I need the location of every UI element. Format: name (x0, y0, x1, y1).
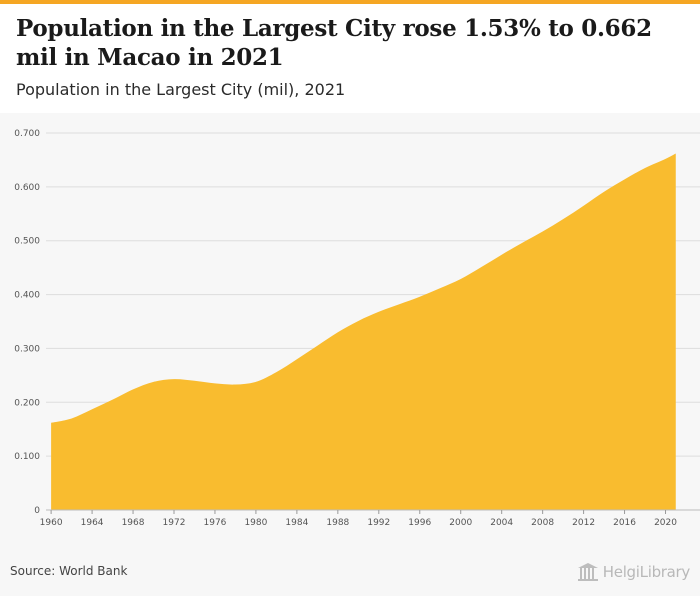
x-tick-label: 1980 (244, 518, 267, 528)
chart-header: Population in the Largest City rose 1.53… (0, 0, 700, 113)
area-series (51, 153, 676, 511)
x-tick-label: 2008 (531, 518, 554, 528)
x-tick-label: 2000 (449, 518, 472, 528)
source-text: Source: World Bank (10, 564, 128, 578)
x-tick-label: 1972 (163, 518, 186, 528)
chart-title: Population in the Largest City rose 1.53… (16, 15, 652, 71)
x-tick-label: 1996 (408, 518, 431, 528)
data-point (214, 383, 215, 384)
accent-bar (0, 0, 700, 4)
plot-area: 0 0.100 0.200 0.300 0.400 0.500 0.600 0.700 1960… (0, 113, 700, 543)
data-point (542, 231, 543, 232)
data-point (481, 267, 482, 268)
y-tick-label: 0.700 (14, 129, 40, 139)
data-point (604, 191, 605, 192)
data-point (440, 288, 441, 289)
x-tick-label: 1984 (285, 518, 308, 528)
y-tick-label: 0.600 (14, 183, 40, 193)
data-point (358, 320, 359, 321)
data-point (235, 384, 236, 385)
data-point (92, 409, 93, 410)
data-point (378, 311, 379, 312)
x-tick-label: 1988 (326, 518, 349, 528)
data-point (296, 359, 297, 360)
chart-footer: Source: World Bank HelgiLibrary (0, 543, 700, 596)
data-point (276, 372, 277, 373)
data-point (399, 304, 400, 305)
y-tick-label: 0.300 (14, 344, 40, 354)
data-point (645, 168, 646, 169)
data-point (194, 380, 195, 381)
x-tick-label: 2012 (572, 518, 595, 528)
y-tick-label: 0.500 (14, 237, 40, 247)
x-tick-label: 1964 (81, 518, 104, 528)
data-point (133, 389, 134, 390)
data-point (583, 205, 584, 206)
logo-text: HelgiLibrary (602, 563, 691, 581)
data-point (460, 278, 461, 279)
data-point (624, 179, 625, 180)
area-series-fill (51, 153, 676, 511)
library-columns-icon (577, 563, 598, 581)
data-point (501, 254, 502, 255)
x-tick-label: 2016 (613, 518, 636, 528)
helgi-library-logo: HelgiLibrary (577, 561, 690, 583)
chart-subtitle: Population in the Largest City (mil), 20… (16, 80, 346, 99)
x-tick-label: 1976 (204, 518, 227, 528)
y-tick-label: 0.100 (14, 452, 40, 462)
x-tick-label: 2004 (490, 518, 513, 528)
data-point (71, 418, 72, 419)
x-tick-label: 1992 (367, 518, 390, 528)
x-tick-label: 2020 (654, 518, 677, 528)
data-point (563, 219, 564, 220)
data-point (317, 345, 318, 346)
data-point (51, 422, 52, 423)
data-point (665, 158, 666, 159)
area-chart: 0 0.100 0.200 0.300 0.400 0.500 0.600 0.700 1960… (14, 129, 700, 528)
data-point (337, 332, 338, 333)
axes: 0 0.100 0.200 0.300 0.400 0.500 0.600 0.700 1960… (14, 129, 700, 528)
data-point (419, 296, 420, 297)
data-point (522, 242, 523, 243)
y-tick-label: 0 (34, 506, 40, 516)
x-tick-label: 1968 (122, 518, 145, 528)
y-tick-label: 0.200 (14, 398, 40, 408)
data-point (675, 153, 676, 154)
y-tick-label: 0.400 (14, 291, 40, 301)
data-point (112, 399, 113, 400)
data-point (255, 381, 256, 382)
data-point (153, 381, 154, 382)
data-point (174, 379, 175, 380)
x-tick-label: 1960 (40, 518, 63, 528)
